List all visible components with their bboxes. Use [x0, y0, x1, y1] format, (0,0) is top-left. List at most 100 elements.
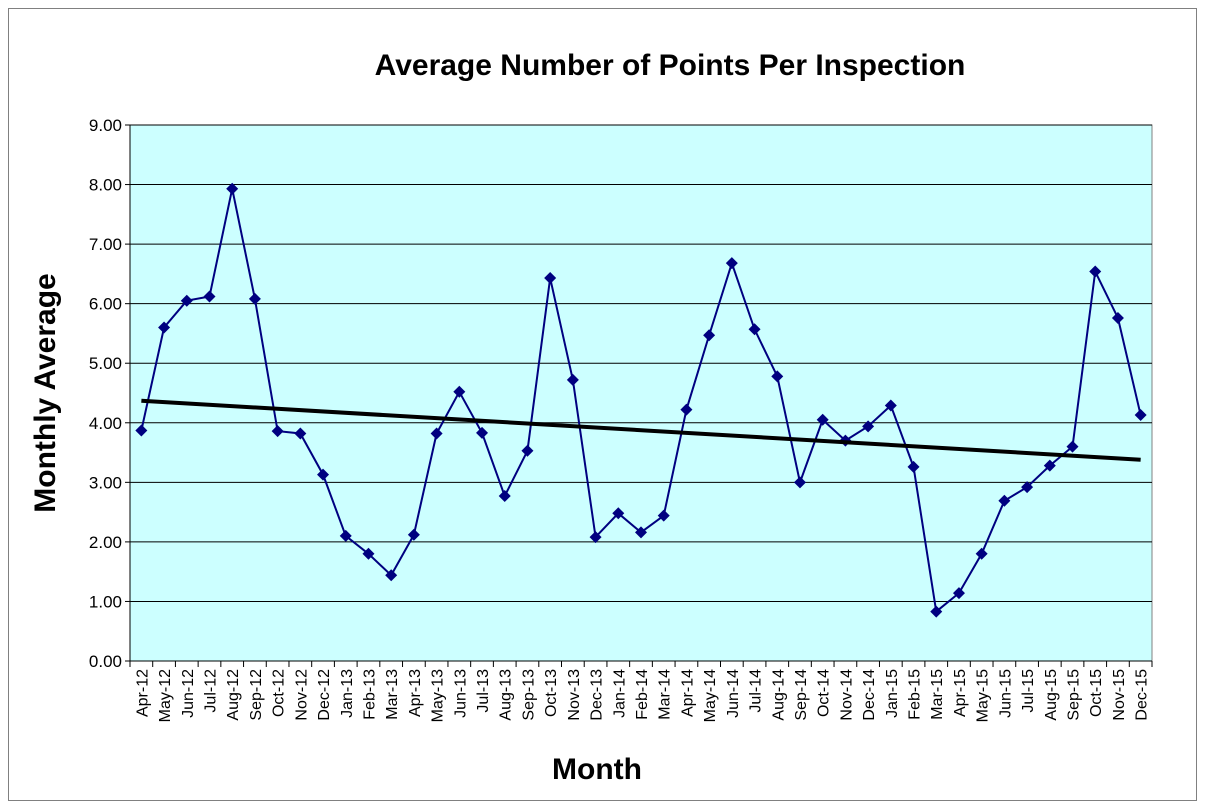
y-tick-label: 9.00: [89, 116, 122, 135]
x-tick-label: Mar-15: [929, 669, 946, 720]
x-tick-label: Nov-15: [1111, 669, 1128, 721]
x-tick-label: Jun-12: [180, 669, 197, 718]
x-tick-label: May-14: [702, 669, 719, 722]
x-tick-label: Sep-14: [793, 669, 810, 721]
x-tick-label: Sep-13: [520, 669, 537, 721]
y-tick-label: 7.00: [89, 235, 122, 254]
data-point: [884, 399, 897, 412]
data-point: [362, 547, 375, 560]
data-point: [430, 427, 443, 440]
x-tick-label: Feb-14: [634, 669, 651, 720]
data-point: [975, 547, 988, 560]
data-point: [226, 182, 239, 195]
data-point: [635, 526, 647, 539]
data-point: [453, 385, 466, 398]
x-tick-label: Jul-14: [748, 669, 765, 713]
x-tick-label: Apr-12: [134, 669, 151, 717]
x-tick-label: Jul-15: [1020, 669, 1037, 713]
x-tick-label: Dec-12: [316, 669, 333, 721]
data-point: [385, 569, 398, 582]
data-point: [135, 424, 148, 437]
y-tick-label: 3.00: [89, 473, 122, 492]
data-point: [476, 426, 489, 439]
data-point: [203, 290, 216, 303]
x-axis-title: Month: [552, 753, 642, 786]
data-point: [771, 370, 784, 383]
x-tick-label: Aug-12: [225, 669, 242, 721]
y-tick-label: 0.00: [89, 652, 122, 671]
x-tick-label: Aug-15: [1043, 669, 1060, 721]
x-tick-label: Jun-15: [997, 669, 1014, 718]
data-point: [952, 587, 965, 600]
y-tick-label: 8.00: [89, 176, 122, 195]
data-point: [1066, 440, 1079, 453]
data-point: [589, 531, 602, 544]
data-point: [317, 468, 330, 481]
x-tick-label: Sep-12: [248, 669, 265, 721]
y-axis-title: Monthly Average: [29, 273, 62, 513]
x-tick-label: Aug-14: [770, 669, 787, 721]
data-point: [248, 292, 261, 305]
x-tick-label: Apr-15: [952, 669, 969, 717]
data-point: [998, 494, 1011, 507]
data-point: [294, 427, 307, 440]
x-tick-label: Mar-13: [384, 669, 401, 720]
data-point: [816, 413, 829, 426]
plot-area: [129, 124, 1153, 662]
x-tick-label: Jan-14: [611, 669, 628, 718]
x-tick-label: Apr-14: [679, 669, 696, 717]
y-tick-label: 6.00: [89, 295, 122, 314]
x-tick-label: Mar-14: [657, 669, 674, 720]
data-point: [1043, 459, 1056, 472]
data-point: [862, 420, 875, 433]
x-tick-label: Aug-13: [498, 669, 515, 721]
x-tick-label: Sep-15: [1066, 669, 1083, 721]
y-tick-label: 2.00: [89, 533, 122, 552]
x-tick-label: Feb-15: [907, 669, 924, 720]
x-tick-label: Nov-14: [838, 669, 855, 721]
x-tick-label: Oct-15: [1088, 669, 1105, 717]
data-point: [339, 529, 352, 542]
data-point: [1134, 409, 1147, 422]
data-point: [407, 528, 420, 541]
data-point: [544, 272, 557, 285]
data-point: [271, 425, 284, 438]
x-tick-label: Jan-15: [884, 669, 901, 718]
x-tick-label: Jul-13: [475, 669, 492, 713]
y-tick-label: 4.00: [89, 414, 122, 433]
data-point: [1111, 311, 1124, 324]
x-tick-label: Dec-13: [589, 669, 606, 721]
x-tick-label: Jun-13: [452, 669, 469, 718]
x-tick-label: May-13: [430, 669, 447, 722]
data-point: [1089, 265, 1102, 278]
x-tick-label: Nov-13: [566, 669, 583, 721]
x-tick-label: Dec-14: [861, 669, 878, 721]
data-point: [748, 323, 761, 336]
data-point: [680, 403, 693, 416]
x-tick-label: Oct-14: [816, 669, 833, 717]
data-point: [703, 329, 716, 342]
data-point: [180, 294, 193, 307]
data-point: [930, 605, 943, 618]
chart-title: Average Number of Points Per Inspection: [375, 49, 966, 82]
x-tick-label: Oct-12: [271, 669, 288, 717]
x-tick-label: Nov-12: [293, 669, 310, 721]
x-tick-label: May-12: [157, 669, 174, 722]
data-point: [657, 509, 670, 522]
data-point: [725, 257, 738, 270]
y-tick-label: 5.00: [89, 354, 122, 373]
x-tick-label: Jun-14: [725, 669, 742, 718]
data-point: [158, 321, 171, 334]
data-point: [521, 444, 534, 457]
y-tick-label: 1.00: [89, 592, 122, 611]
data-point: [566, 373, 579, 386]
data-point: [612, 507, 625, 520]
x-tick-label: May-15: [975, 669, 992, 722]
x-tick-label: Dec-15: [1134, 669, 1151, 721]
x-tick-label: Jul-12: [202, 669, 219, 713]
data-point: [498, 490, 511, 503]
trend-line: [141, 398, 1141, 462]
x-tick-label: Feb-13: [361, 669, 378, 720]
x-tick-label: Jan-13: [339, 669, 356, 718]
